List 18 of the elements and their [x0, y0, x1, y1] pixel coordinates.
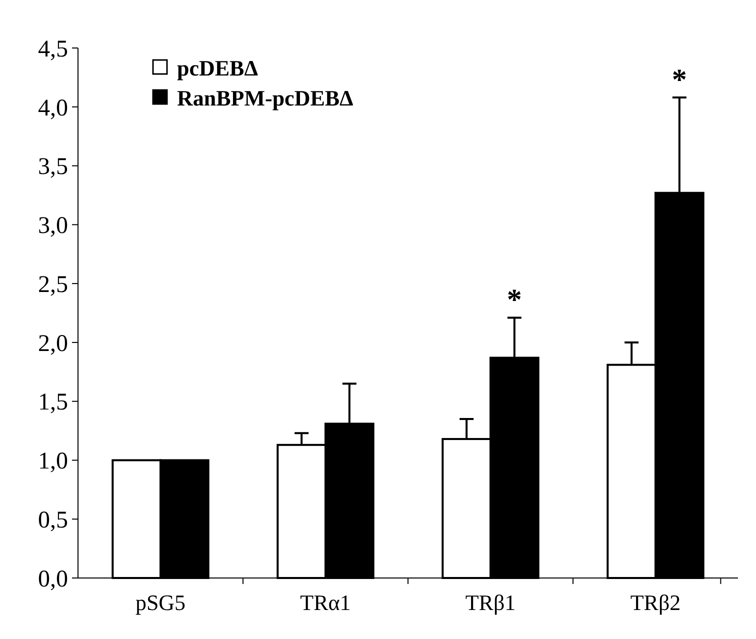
y-tick-label: 2,0: [38, 330, 68, 357]
y-tick-label: 4,0: [38, 95, 68, 122]
x-tick-label: TRα1: [300, 590, 351, 615]
x-tick-label: TRβ2: [630, 590, 681, 615]
annotation: *: [672, 63, 687, 96]
y-tick-label: 1,0: [38, 448, 68, 475]
y-tick-label: 0,5: [38, 508, 68, 534]
y-tick-label: 2,5: [38, 272, 68, 298]
y-tick-label: 3,0: [38, 213, 68, 240]
x-tick-label: pSG5: [135, 590, 186, 615]
annotation: *: [506, 284, 522, 317]
y-tick-label: 1,5: [38, 390, 68, 416]
legend-label: pcDEBΔ: [177, 56, 258, 81]
y-tick-label: 4,5: [38, 36, 68, 62]
y-tick-label: 3,5: [38, 154, 68, 180]
legend-label: RanBPM-pcDEBΔ: [177, 86, 354, 111]
x-tick-label: TRβ1: [465, 590, 516, 615]
y-tick-label: 0,0: [38, 566, 68, 592]
